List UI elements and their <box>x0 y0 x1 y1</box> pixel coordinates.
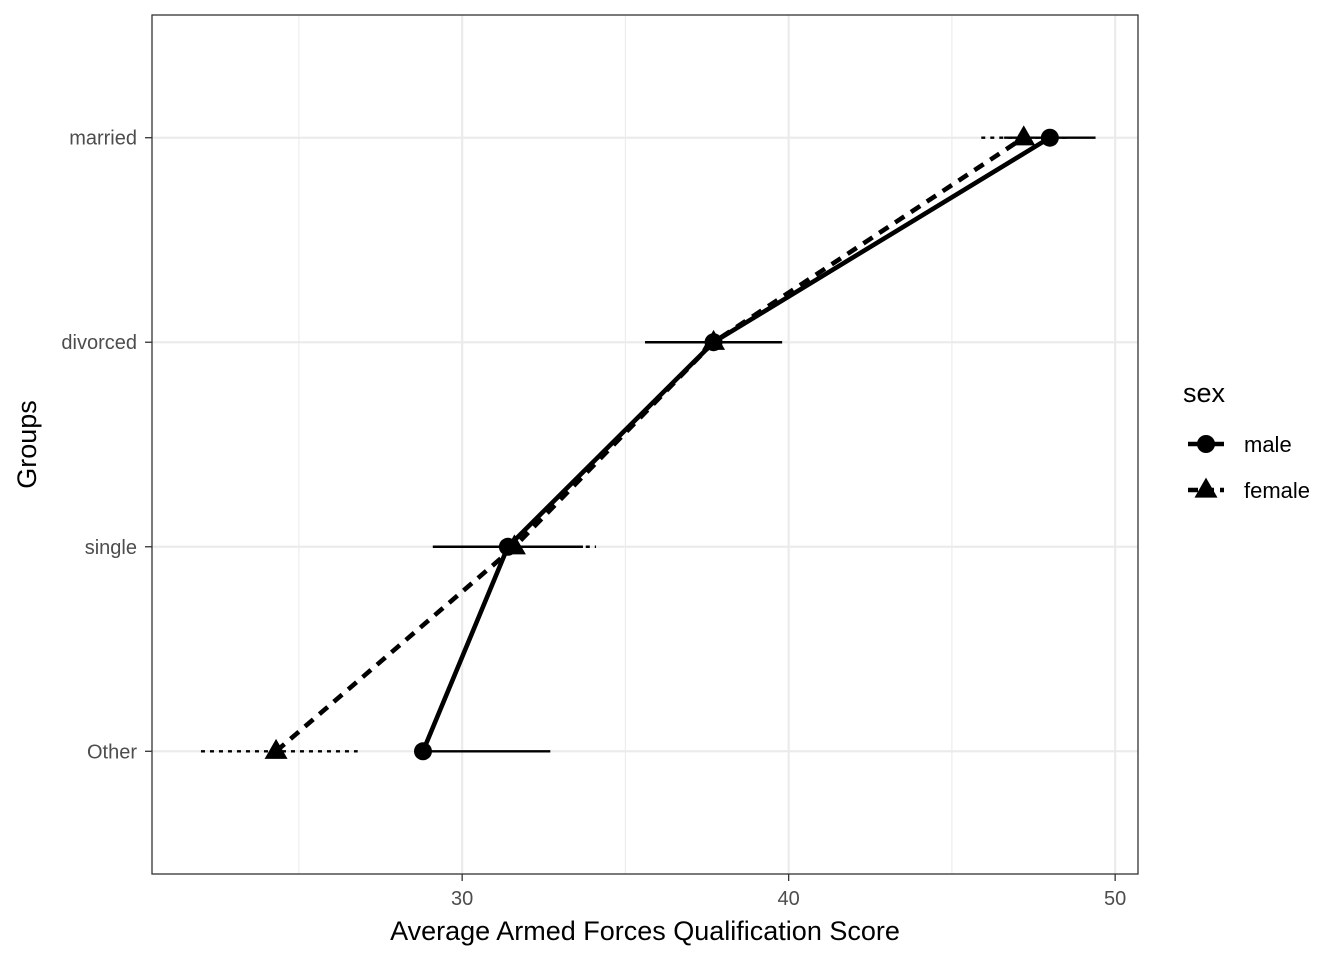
point-female-divorced <box>702 329 726 350</box>
point-female-single <box>502 534 526 555</box>
point-male-Other <box>413 742 432 761</box>
x-axis-title: Average Armed Forces Qualification Score <box>390 916 900 946</box>
y-tick-label: Other <box>87 741 137 763</box>
y-axis-title: Groups <box>12 400 42 489</box>
legend: sex male female <box>1183 378 1310 503</box>
series-lines <box>274 135 1051 754</box>
x-axis-ticks: 30 40 50 <box>451 874 1126 910</box>
legend-key-marker-female <box>1194 477 1218 498</box>
legend-label-female: female <box>1244 478 1310 503</box>
x-tick-label: 30 <box>451 888 473 910</box>
series-line-female <box>274 135 1025 754</box>
legend-label-male: male <box>1244 432 1292 457</box>
point-female-married <box>1012 125 1036 146</box>
legend-key-marker-male <box>1197 435 1215 453</box>
y-axis-ticks: Other single divorced married <box>61 128 152 763</box>
point-male-married <box>1040 128 1059 147</box>
minor-gridlines <box>298 15 953 874</box>
x-tick-label: 40 <box>778 888 800 910</box>
y-tick-label: divorced <box>61 332 137 354</box>
plot-panel-border <box>151 14 1139 875</box>
series-line-male <box>420 135 1051 753</box>
y-tick-label: married <box>69 128 137 150</box>
series-markers <box>264 125 1059 761</box>
x-tick-label: 50 <box>1104 888 1126 910</box>
y-tick-label: single <box>85 537 137 559</box>
point-female-Other <box>264 738 288 759</box>
legend-title: sex <box>1183 378 1226 408</box>
